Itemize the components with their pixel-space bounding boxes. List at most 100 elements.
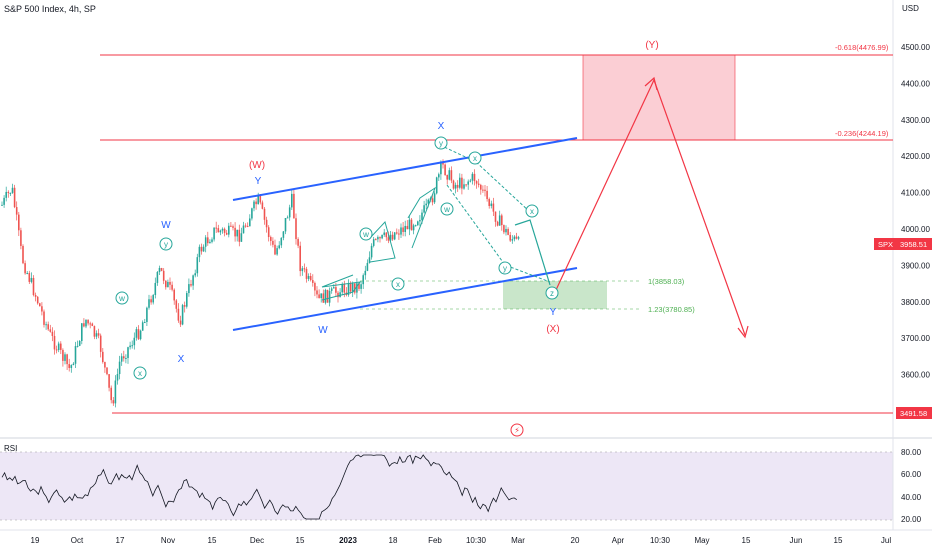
flash-icon-glyph: ⚡ (514, 426, 520, 435)
candle-body (131, 345, 133, 347)
candle-body (228, 225, 230, 235)
wave-circle-z: z (550, 289, 554, 298)
price-tick-label: 4200.00 (901, 152, 930, 161)
candle-body (360, 284, 362, 289)
candle-body (301, 268, 304, 272)
candle-body (385, 232, 388, 238)
candle-body (91, 323, 94, 327)
candle-body (116, 374, 119, 381)
candle-body (234, 227, 236, 237)
candle-body (307, 276, 310, 279)
candle-body (162, 270, 165, 281)
candle-body (293, 193, 295, 219)
wave-circle-y-2: y (439, 139, 443, 148)
candle-body (133, 337, 136, 346)
candle-body (242, 225, 245, 234)
price-tick-label: 4100.00 (901, 189, 930, 198)
candle-body (280, 237, 283, 246)
candle-body (53, 335, 56, 350)
candle-body (366, 262, 369, 271)
candle-body (204, 237, 207, 247)
wave-circle-x-4-circle (525, 204, 539, 218)
candle-body (51, 331, 54, 336)
candle-body (339, 292, 341, 298)
candle-body (22, 245, 24, 264)
candle-body (223, 228, 226, 233)
candle-body (324, 289, 327, 303)
candle-body (498, 215, 501, 226)
candle-body (410, 219, 413, 231)
time-tick-label: 15 (208, 536, 217, 545)
candle-body (129, 345, 131, 348)
price-tick-label: 4500.00 (901, 43, 930, 52)
candle-body (513, 236, 516, 240)
candle-body (236, 229, 238, 237)
candle-body (207, 237, 209, 244)
candle-body (276, 248, 278, 255)
candle-body (391, 234, 394, 240)
candle-body (312, 280, 314, 283)
candle-body (322, 293, 325, 303)
candle-body (177, 308, 180, 321)
candle-body (110, 387, 112, 401)
candle-body (412, 225, 415, 231)
candle-body (169, 281, 171, 285)
candle-body (93, 326, 96, 337)
wave-label-Y-major: (Y) (645, 40, 658, 51)
candle-body (330, 288, 333, 291)
candle-body (60, 343, 62, 350)
candle-body (425, 203, 427, 206)
candle-body (104, 362, 106, 368)
wave-circle-x-2: x (396, 280, 400, 289)
candle-body (238, 229, 241, 242)
candle-body (240, 233, 243, 242)
candle-body (76, 345, 79, 347)
price-tick-label: 3800.00 (901, 298, 930, 307)
wave-label-X-minor-2: X (438, 121, 445, 132)
candle-body (515, 236, 518, 239)
wave-circle-y: y (164, 240, 168, 249)
rsi-line (1, 454, 518, 520)
time-tick-label: 20 (571, 536, 580, 545)
wave-circle-w-3: w (443, 205, 450, 214)
candle-body (85, 319, 87, 327)
candle-body (257, 194, 259, 205)
candle-body (393, 232, 396, 240)
candle-body (3, 197, 5, 205)
candle-body (414, 225, 417, 227)
candle-body (137, 329, 140, 340)
candle-body (13, 187, 16, 208)
candle-body (358, 283, 360, 289)
candle-body (284, 218, 287, 232)
candle-body (335, 287, 337, 293)
candle-body (26, 272, 28, 274)
wave-circle-x-3-circle (468, 151, 482, 165)
candle-body (49, 329, 52, 332)
flash-icon[interactable] (510, 423, 524, 437)
candle-body (20, 230, 22, 246)
wave-circle-w-circle (115, 291, 129, 305)
candle-body (246, 225, 249, 227)
candle-body (461, 177, 463, 189)
wedge-pattern-2 (407, 186, 437, 249)
candle-body (299, 245, 301, 272)
candle-body (249, 218, 251, 227)
candle-body (179, 320, 182, 325)
wave-label-Y-minor: Y (255, 176, 262, 187)
target-zone-box (582, 54, 736, 141)
candle-body (7, 191, 10, 194)
candle-body (152, 295, 154, 303)
candle-body (70, 365, 73, 368)
candle-body (99, 335, 102, 352)
candle-body (196, 257, 199, 274)
candle-body (108, 374, 110, 388)
wave-label-W-minor: W (161, 220, 171, 231)
candle-body (32, 277, 35, 296)
candle-body (43, 311, 45, 325)
candle-body (305, 268, 308, 279)
candle-body (341, 284, 343, 293)
candle-body (274, 244, 276, 255)
labels-layer: 4500.00 4400.00 4300.00 4200.00 4100.00 4000.… (31, 40, 932, 545)
candle-body (253, 201, 255, 209)
